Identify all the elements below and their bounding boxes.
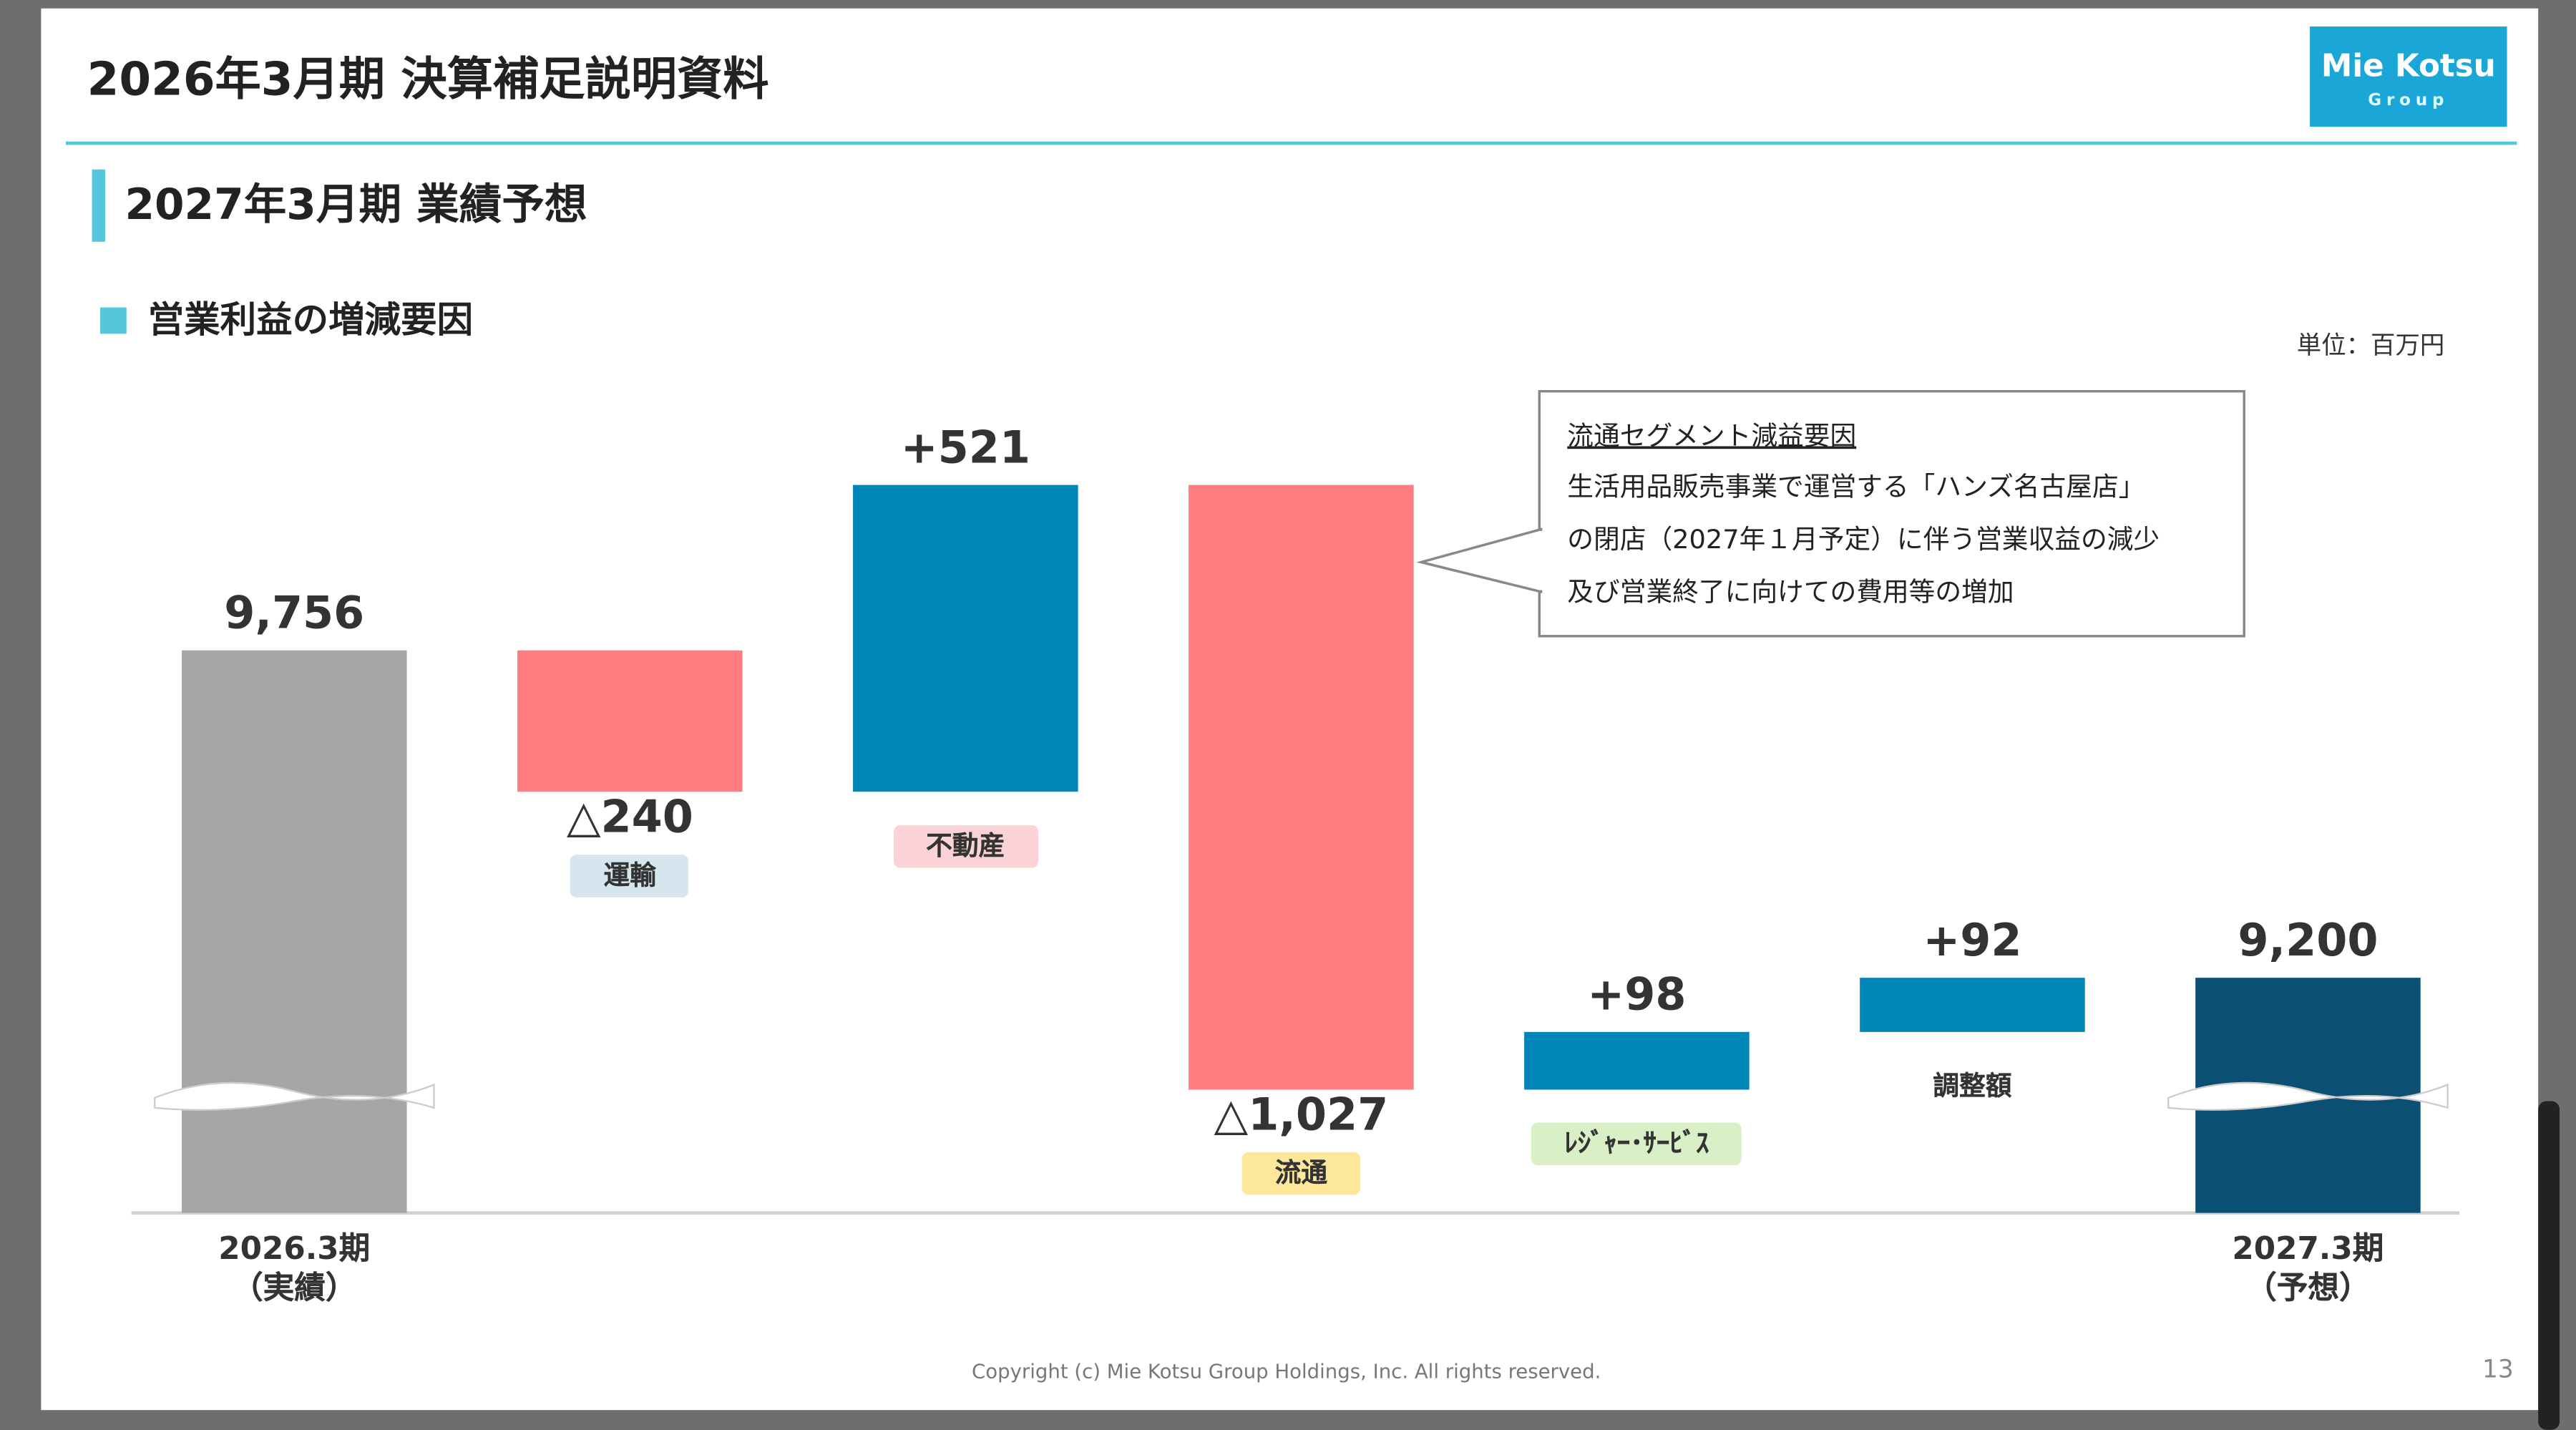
category-label: 流通 <box>1241 1152 1361 1195</box>
callout-line: 生活用品販売事業で運営する「ハンズ名古屋店」 <box>1567 472 2145 502</box>
value-label: +92 <box>1923 914 2021 966</box>
category-slot: ﾚｼﾞｬｰ･ｻｰﾋﾞｽ <box>1473 1122 1801 1166</box>
bar <box>1524 1031 1750 1090</box>
value-label: +98 <box>1587 968 1686 1021</box>
unit: 単位：百万円 <box>2297 331 2445 360</box>
category-cell: 2027.3期 （予想） <box>2144 1226 2472 1314</box>
bar <box>853 485 1078 792</box>
category-label: ﾚｼﾞｬｰ･ｻｰﾋﾞｽ <box>1531 1122 1742 1166</box>
category-slot: 運輸 <box>466 854 794 898</box>
section-title: 2027年3月期 業績予想 <box>125 180 587 230</box>
logo-text: Mie Kotsu <box>2321 48 2496 84</box>
category-slot: 2026.3期 （実績） <box>130 1226 459 1314</box>
logo-sub: Group <box>2368 91 2449 110</box>
category-label: 不動産 <box>893 825 1038 867</box>
category-slot: 2027.3期 （予想） <box>2144 1226 2472 1314</box>
category-cell: 調整額 <box>1808 1065 2137 1108</box>
chart-title: 営業利益の増減要因 <box>148 298 474 341</box>
callout-title: 流通セグメント減益要因 <box>1567 420 1856 451</box>
category-slot: 不動産 <box>801 825 1130 867</box>
category-cell: 2026.3期 （実績） <box>130 1226 459 1314</box>
axis-break <box>153 1081 435 1111</box>
category-slot: 流通 <box>1137 1152 1465 1195</box>
value-label: +521 <box>901 421 1030 473</box>
bar <box>1189 485 1414 1090</box>
category-cell: 流通 <box>1137 1152 1465 1195</box>
copyright: Copyright (c) Mie Kotsu Group Holdings, … <box>972 1360 1601 1383</box>
category-cell: ﾚｼﾞｬｰ･ｻｰﾋﾞｽ <box>1473 1122 1801 1166</box>
callout-box <box>1538 389 2245 638</box>
category-slot: 調整額 <box>1808 1065 2137 1108</box>
value-label: △1,027 <box>1214 1089 1389 1141</box>
category-label: 調整額 <box>1933 1069 2012 1101</box>
plot: 9,756 2026.3期 （実績） △240 運輸 +521 不動産 △1,027 流通 +9… <box>130 421 2472 1314</box>
bar <box>1860 978 2085 1032</box>
scrollbar <box>2538 1101 2560 1430</box>
value-label: 9,756 <box>224 587 364 639</box>
axis-break <box>2167 1081 2449 1111</box>
category-cell: 不動産 <box>801 825 1130 867</box>
section-bar <box>92 169 105 242</box>
category-label: 2027.3期 （予想） <box>2232 1230 2384 1306</box>
category-cell: 運輸 <box>466 854 794 898</box>
bar <box>182 650 407 1213</box>
category-label: 運輸 <box>570 854 689 898</box>
value-label: 9,200 <box>2238 914 2378 966</box>
bullet <box>100 307 127 334</box>
callout-line: 及び営業終了に向けての費用等の増加 <box>1567 577 2014 608</box>
page-number: 13 <box>2482 1356 2514 1384</box>
value-label: △240 <box>567 790 693 842</box>
bar <box>517 650 743 792</box>
slide-title: 2026年3月期 決算補足説明資料 <box>87 53 769 107</box>
category-label: 2026.3期 （実績） <box>218 1230 371 1306</box>
logo <box>2310 26 2507 127</box>
callout-line: の閉店（2027年１月予定）に伴う営業収益の減少 <box>1567 524 2160 555</box>
